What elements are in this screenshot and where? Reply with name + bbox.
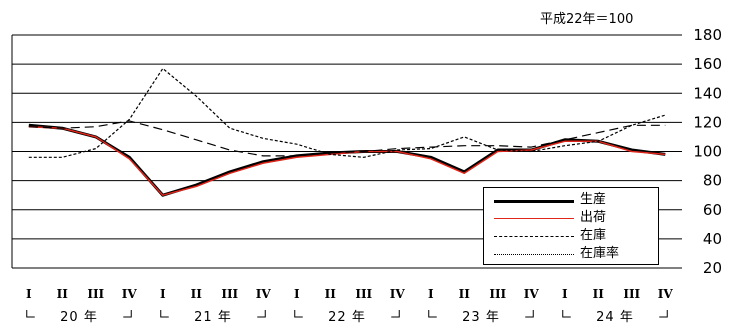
legend-item-inventory-ratio: 在庫率 bbox=[484, 246, 660, 264]
year-bracket-right-1 bbox=[123, 310, 132, 318]
series-line-1 bbox=[28, 123, 666, 197]
x-tick-label-12: IV bbox=[390, 287, 406, 301]
y-tick-label-120: 120 bbox=[693, 113, 722, 131]
legend-item-inventory: 在庫 bbox=[484, 228, 660, 246]
series-line-2 bbox=[28, 125, 666, 196]
year-bracket-left-3 bbox=[294, 310, 303, 318]
year-bracket-right-3 bbox=[391, 310, 400, 318]
year-bracket-right-5 bbox=[659, 310, 668, 318]
base-year-note: 平成22年＝100 bbox=[540, 12, 634, 27]
year-label-2: 21 年 bbox=[194, 310, 232, 325]
y-tick-label-40: 40 bbox=[703, 230, 722, 248]
x-tick-label-14: II bbox=[459, 287, 471, 301]
legend-label-inventory: 在庫 bbox=[580, 228, 607, 243]
year-label-5: 24 年 bbox=[596, 310, 634, 325]
year-bracket-left-1 bbox=[26, 310, 35, 318]
series-line-3 bbox=[28, 120, 666, 157]
x-tick-label-3: III bbox=[87, 287, 104, 301]
year-bracket-right-4 bbox=[525, 310, 534, 318]
y-tick-label-60: 60 bbox=[703, 201, 722, 219]
x-tick-label-15: III bbox=[489, 287, 506, 301]
y-tick-label-160: 160 bbox=[693, 55, 722, 73]
y-tick-label-180: 180 bbox=[693, 26, 722, 44]
year-bracket-left-4 bbox=[428, 310, 437, 318]
year-label-4: 23 年 bbox=[462, 310, 500, 325]
x-tick-label-20: IV bbox=[658, 287, 674, 301]
x-tick-label-1: I bbox=[26, 287, 32, 301]
x-tick-label-16: IV bbox=[524, 287, 540, 301]
legend: 生産 出荷 在庫 在庫率 bbox=[483, 187, 659, 265]
legend-label-production: 生産 bbox=[580, 192, 607, 207]
series-line-4 bbox=[28, 67, 666, 158]
x-tick-label-13: I bbox=[428, 287, 434, 301]
y-tick-label-20: 20 bbox=[703, 259, 722, 277]
x-tick-label-17: I bbox=[562, 287, 568, 301]
legend-label-inventory-ratio: 在庫率 bbox=[580, 246, 620, 261]
x-tick-label-18: II bbox=[593, 287, 605, 301]
year-bracket-right-2 bbox=[257, 310, 266, 318]
x-tick-label-9: I bbox=[294, 287, 300, 301]
x-tick-label-5: I bbox=[160, 287, 166, 301]
x-tick-label-2: II bbox=[57, 287, 69, 301]
legend-swatch-production bbox=[494, 200, 574, 203]
x-tick-label-7: III bbox=[221, 287, 238, 301]
year-bracket-left-2 bbox=[160, 310, 169, 318]
legend-item-production: 生産 bbox=[484, 192, 660, 210]
legend-item-shipments: 出荷 bbox=[484, 210, 660, 228]
x-tick-label-11: III bbox=[355, 287, 372, 301]
x-tick-label-4: IV bbox=[122, 287, 138, 301]
x-tick-label-19: III bbox=[623, 287, 640, 301]
year-label-1: 20 年 bbox=[60, 310, 98, 325]
x-tick-label-8: IV bbox=[256, 287, 272, 301]
legend-label-shipments: 出荷 bbox=[580, 210, 607, 225]
y-tick-label-100: 100 bbox=[693, 143, 722, 161]
x-tick-label-10: II bbox=[325, 287, 337, 301]
y-tick-label-80: 80 bbox=[703, 172, 722, 190]
legend-swatch-inventory-ratio bbox=[494, 254, 574, 255]
x-tick-label-6: II bbox=[191, 287, 203, 301]
legend-swatch-inventory bbox=[494, 236, 574, 237]
y-tick-label-140: 140 bbox=[693, 84, 722, 102]
legend-swatch-shipments bbox=[494, 218, 574, 219]
year-label-3: 22 年 bbox=[328, 310, 366, 325]
year-bracket-left-5 bbox=[562, 310, 571, 318]
